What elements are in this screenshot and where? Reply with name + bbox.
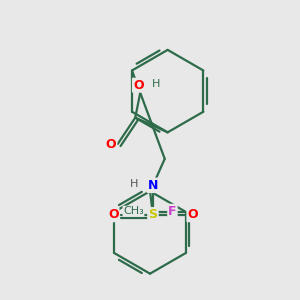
Text: O: O [188, 208, 198, 221]
Text: O: O [133, 79, 143, 92]
Text: O: O [108, 208, 119, 221]
Text: H: H [152, 79, 160, 89]
Text: N: N [148, 179, 158, 192]
Text: F: F [168, 205, 177, 218]
Text: O: O [106, 138, 116, 151]
Text: S: S [148, 208, 158, 221]
Text: H: H [130, 179, 138, 189]
Text: CH₃: CH₃ [123, 206, 144, 216]
